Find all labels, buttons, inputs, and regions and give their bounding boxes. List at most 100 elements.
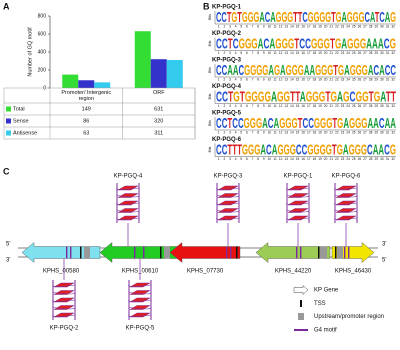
logo-letter: A <box>262 115 268 132</box>
logo-position: 26 <box>358 130 362 134</box>
g4-tetrad <box>129 297 151 303</box>
logo-letter: C <box>216 62 222 79</box>
logo-letter: G <box>254 141 260 158</box>
logo-position: 31 <box>386 104 390 108</box>
logo-position: 23 <box>341 157 345 161</box>
logo-position: 18 <box>313 130 317 134</box>
logo-letter: G <box>319 9 325 26</box>
logo-letter: G <box>349 115 355 132</box>
logo-position: 24 <box>346 77 350 81</box>
g4-mark <box>296 246 298 259</box>
bar <box>134 31 151 88</box>
logo-letter: A <box>385 9 391 26</box>
logo-position: 14 <box>290 130 294 134</box>
tss-mark <box>335 246 337 259</box>
logo-letter: A <box>337 88 343 105</box>
logo-position: 30 <box>380 24 384 28</box>
gene-arrow <box>169 242 241 263</box>
g4-tetrad <box>287 215 309 221</box>
g4-tetrad <box>217 200 239 206</box>
logo-position: 28 <box>369 130 373 134</box>
logo-letter: T <box>294 35 299 52</box>
logo-position: 17 <box>307 51 311 55</box>
g4-tetrad <box>53 297 75 303</box>
logo-y-label: Bits <box>208 14 212 20</box>
gene-label: KPHS_07730 <box>187 269 224 275</box>
logo-position: 5 <box>240 157 242 161</box>
logo-position: 16 <box>301 77 305 81</box>
logo-position: 22 <box>335 104 339 108</box>
logo-position: 8 <box>257 104 259 108</box>
logo-letter: G <box>347 9 353 26</box>
logo-position: 14 <box>290 24 294 28</box>
logo-letter: G <box>390 141 396 158</box>
logo-letter: C <box>379 9 385 26</box>
logo-position: 29 <box>375 24 379 28</box>
g4-loop <box>286 217 310 220</box>
logo-position: 28 <box>369 24 373 28</box>
logo-letter: G <box>287 9 293 26</box>
logo-position: 12 <box>279 24 283 28</box>
g4-tetrad <box>117 215 139 221</box>
legend-tss <box>300 300 302 307</box>
tss-mark <box>318 246 320 259</box>
g4-loop <box>334 195 358 198</box>
logo-letter: T <box>290 88 295 105</box>
logo-position: 32 <box>391 51 395 55</box>
logo-position: 26 <box>358 104 362 108</box>
logo-position: 20 <box>324 51 328 55</box>
legend-swatch <box>6 106 11 112</box>
g4-loop <box>216 195 240 198</box>
logo-letter: A <box>268 62 274 79</box>
logo-letter: A <box>270 9 276 26</box>
logo-letter: T <box>330 35 335 52</box>
logo-letter: A <box>380 88 386 105</box>
logo-letter: G <box>326 115 332 132</box>
logo-letter: G <box>326 141 332 158</box>
logo-letter: A <box>378 35 384 52</box>
logo-position: 7 <box>252 24 254 28</box>
logo-position: 17 <box>307 24 311 28</box>
logo-position: 28 <box>369 157 373 161</box>
logo-position: 2 <box>224 104 226 108</box>
logo-letter: G <box>337 115 343 132</box>
logo-position: 10 <box>268 130 272 134</box>
g4-mark <box>70 246 72 259</box>
logo-position: 20 <box>324 77 328 81</box>
logo-position: 20 <box>324 24 328 28</box>
logo-position: 24 <box>346 51 350 55</box>
logo-letter: A <box>366 35 372 52</box>
y-tick-label: 800 <box>38 13 47 19</box>
g4-tetrad <box>129 312 151 318</box>
logo-position: 20 <box>324 157 328 161</box>
logo-position: 22 <box>335 24 339 28</box>
logo-letter: C <box>268 115 274 132</box>
logo-letter: G <box>338 62 344 79</box>
bar <box>166 60 183 88</box>
logo-position: 5 <box>240 104 242 108</box>
logo-letter: G <box>288 35 294 52</box>
legend-label: KP Gene <box>314 288 339 294</box>
logo-position: 15 <box>296 130 300 134</box>
logo-letter: A <box>272 141 278 158</box>
gene-label: KPHS_00580 <box>43 269 80 275</box>
logo-position: 14 <box>290 51 294 55</box>
g4-mark <box>344 246 346 259</box>
logo-position: 22 <box>335 51 339 55</box>
logo-letter: C <box>238 115 244 132</box>
logo-letter: T <box>332 141 337 158</box>
logo-letter: G <box>292 115 298 132</box>
logo-position: 7 <box>252 157 254 161</box>
logo-sequence: CCTTTGGGACAGGGCCGGGGTGAGGGCAACG <box>216 141 396 158</box>
logo-letter: A <box>343 115 349 132</box>
logo-letter: G <box>335 35 341 52</box>
logo-position: 29 <box>375 130 379 134</box>
logo-letter: T <box>293 9 298 26</box>
logo-letter: T <box>240 88 245 105</box>
g4-loop <box>52 284 76 287</box>
logo-letter: C <box>221 9 227 26</box>
logo-position: 28 <box>369 104 373 108</box>
g4-loop <box>334 202 358 205</box>
logo-position: 25 <box>352 24 356 28</box>
logo-letter: C <box>232 115 238 132</box>
